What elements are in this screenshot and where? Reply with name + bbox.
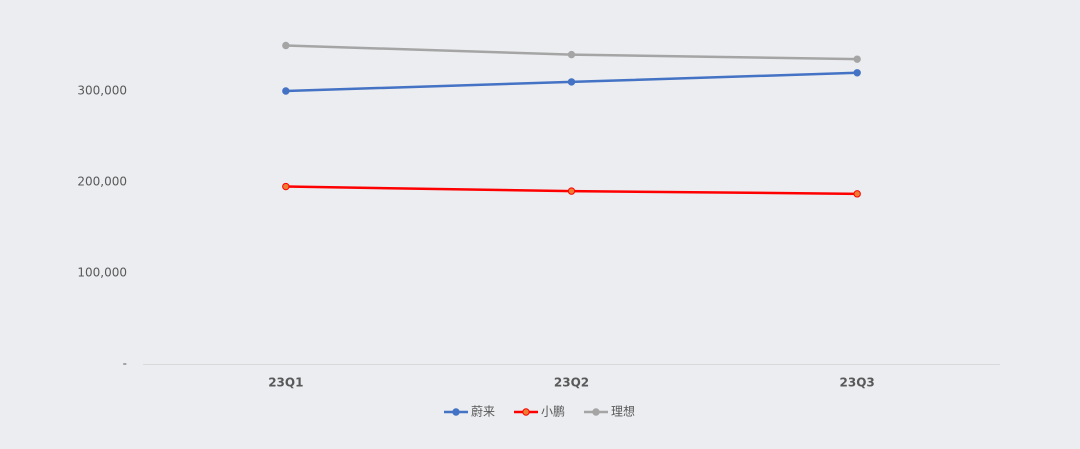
x-tick-label: 23Q2 <box>554 376 589 390</box>
data-point <box>853 190 861 198</box>
legend-label: 蔚来 <box>471 405 495 419</box>
data-point <box>282 182 290 191</box>
data-point <box>567 78 576 86</box>
y-tick-label: - <box>123 357 127 371</box>
legend-marker <box>452 408 460 416</box>
x-tick-label: 23Q3 <box>840 376 875 390</box>
data-point <box>282 87 290 95</box>
y-tick-label: 100,000 <box>77 266 127 280</box>
legend-marker <box>522 408 530 416</box>
legend-marker <box>592 408 600 416</box>
y-tick-label: 300,000 <box>77 84 127 98</box>
data-point <box>853 55 861 63</box>
y-tick-label: 200,000 <box>77 175 127 189</box>
data-point <box>567 50 576 59</box>
x-tick-label: 23Q1 <box>268 376 303 390</box>
data-point <box>567 187 576 195</box>
data-point <box>282 41 290 50</box>
legend-label: 理想 <box>611 404 635 419</box>
data-point <box>853 69 861 77</box>
legend-label: 小鹏 <box>541 405 565 419</box>
